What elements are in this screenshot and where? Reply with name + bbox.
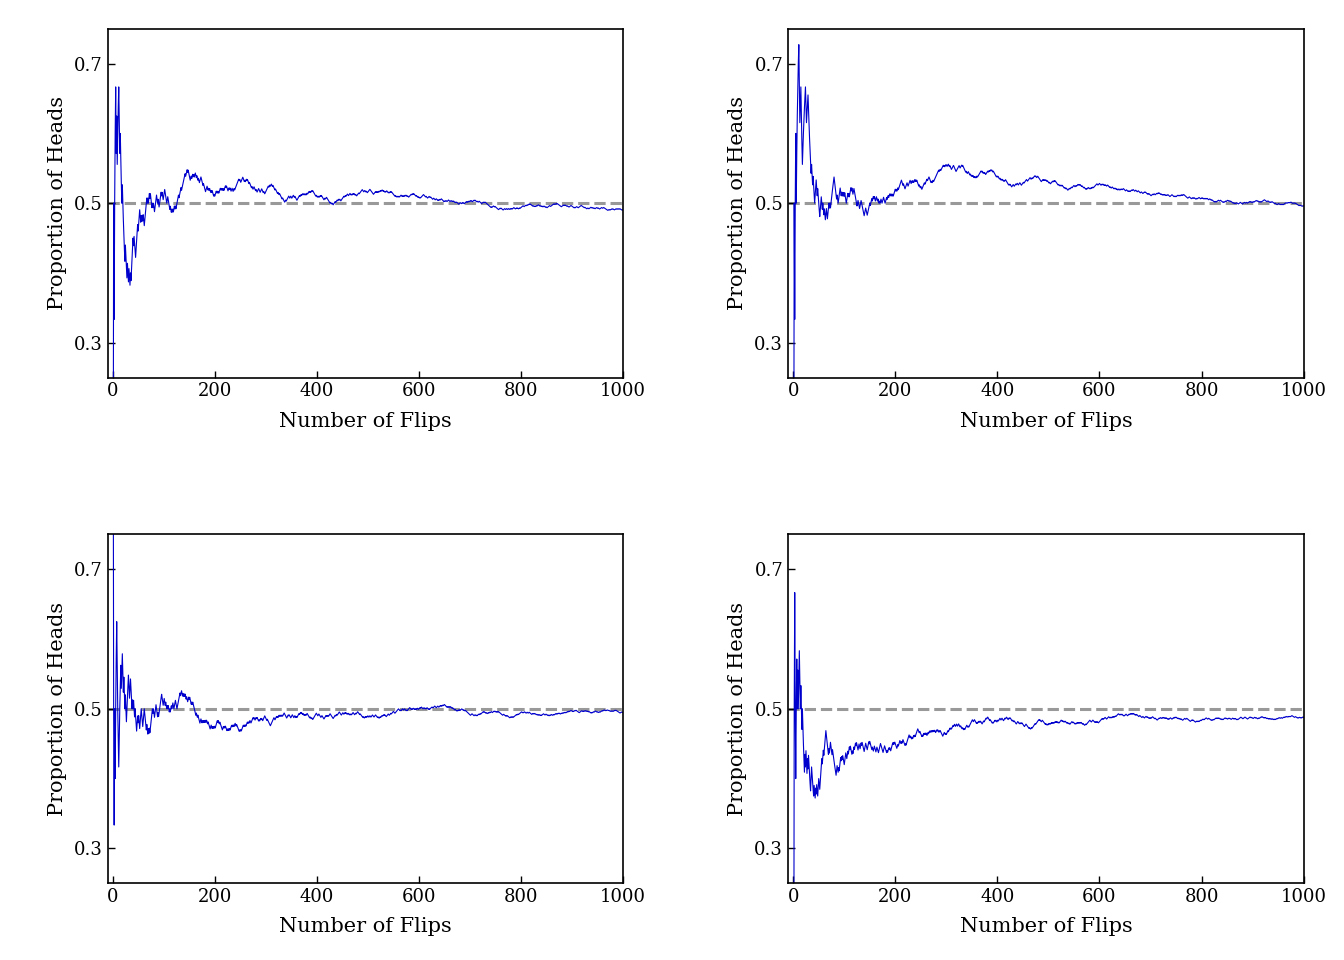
X-axis label: Number of Flips: Number of Flips: [960, 412, 1132, 430]
Y-axis label: Proportion of Heads: Proportion of Heads: [48, 602, 67, 816]
X-axis label: Number of Flips: Number of Flips: [280, 917, 452, 936]
X-axis label: Number of Flips: Number of Flips: [280, 412, 452, 430]
Y-axis label: Proportion of Heads: Proportion of Heads: [728, 96, 747, 310]
Y-axis label: Proportion of Heads: Proportion of Heads: [48, 96, 67, 310]
X-axis label: Number of Flips: Number of Flips: [960, 917, 1132, 936]
Y-axis label: Proportion of Heads: Proportion of Heads: [728, 602, 747, 816]
